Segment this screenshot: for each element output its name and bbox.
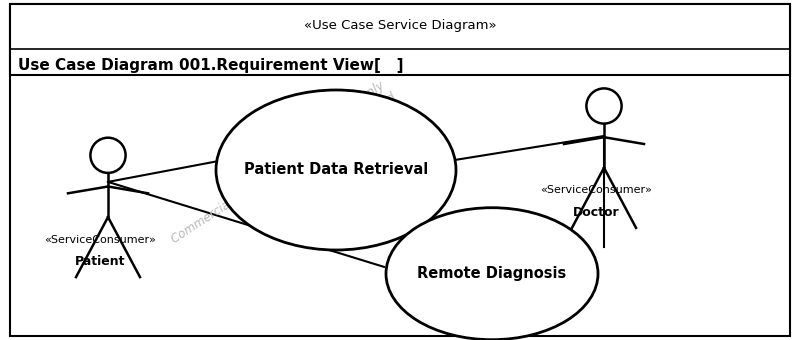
- Bar: [10, 4, 790, 75]
- Text: Patient: Patient: [74, 255, 126, 268]
- Text: Patient Data Retrieval: Patient Data Retrieval: [244, 163, 428, 177]
- Text: «Use Case Service Diagram»: «Use Case Service Diagram»: [304, 19, 496, 32]
- Ellipse shape: [90, 138, 126, 173]
- Text: Academic use for Teaching Only: Academic use for Teaching Only: [221, 79, 387, 193]
- Ellipse shape: [386, 208, 598, 340]
- Ellipse shape: [586, 88, 622, 124]
- Text: Commercial Assignment is strictly Prohibited: Commercial Assignment is strictly Prohib…: [170, 91, 398, 246]
- Ellipse shape: [216, 90, 456, 250]
- Text: Doctor: Doctor: [573, 206, 619, 219]
- Text: Remote Diagnosis: Remote Diagnosis: [418, 266, 566, 281]
- Text: «ServiceConsumer»: «ServiceConsumer»: [540, 185, 652, 195]
- Text: «ServiceConsumer»: «ServiceConsumer»: [44, 235, 156, 244]
- Text: Use Case Diagram 001.Requirement View[   ]: Use Case Diagram 001.Requirement View[ ]: [18, 58, 403, 73]
